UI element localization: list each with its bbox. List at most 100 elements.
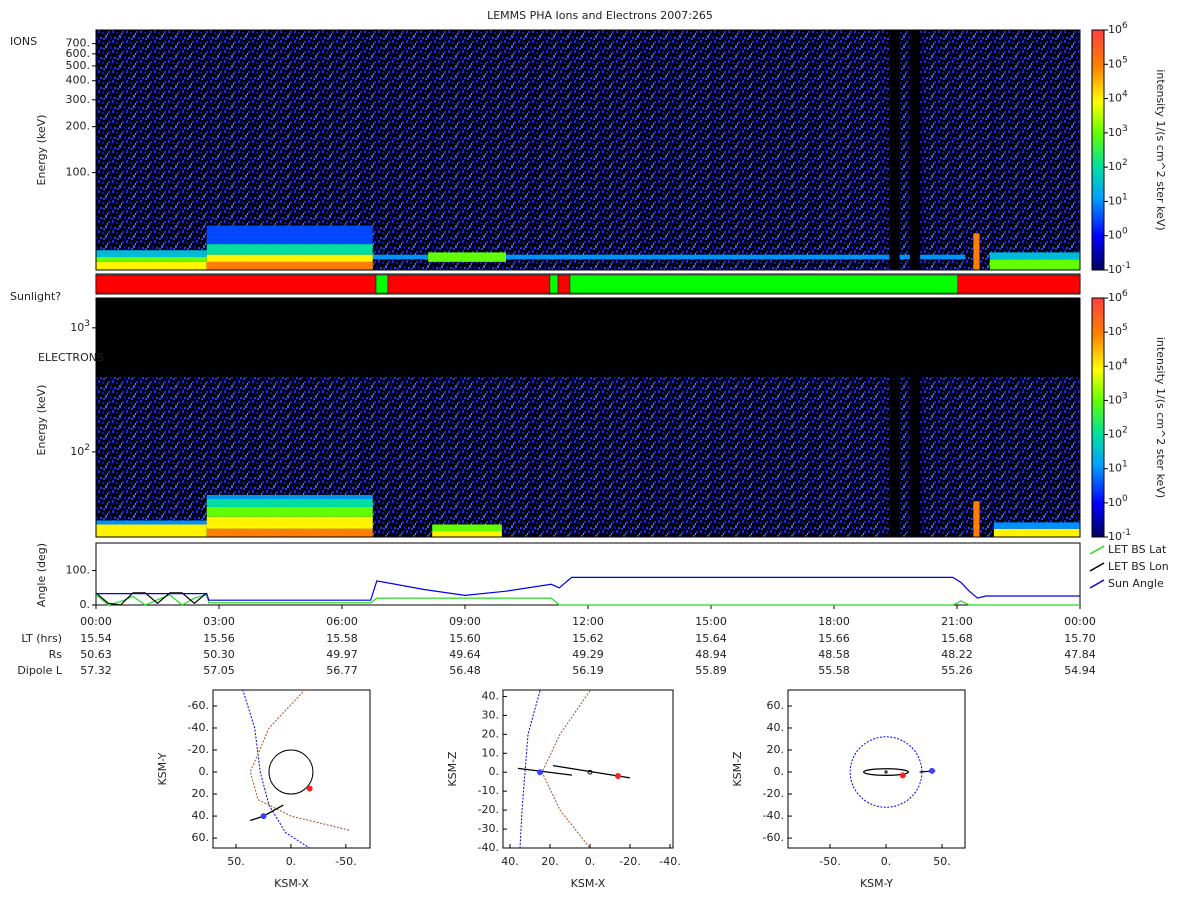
colorbar-tick-label-exp: -1	[1122, 261, 1131, 271]
colorbar-tick-label-base: 10	[1108, 263, 1122, 276]
y-tick-label: -60.	[188, 699, 209, 712]
colorbar-tick-label-base: 10	[1108, 126, 1122, 139]
colorbar-tick-label: 101	[1108, 459, 1128, 475]
colorbar-tick-label-base: 10	[1108, 325, 1122, 338]
panel-label: IONS	[10, 35, 37, 48]
ephemeris-value: 49.29	[572, 648, 604, 661]
y-axis-label: Energy (keV)	[35, 115, 48, 186]
orbit-frame	[502, 689, 674, 849]
y-tick-label: -30.	[478, 822, 499, 835]
x-tick-label: -40.	[659, 855, 680, 868]
colorbar-label: intensity 1/(s cm^2 ster keV)	[1154, 69, 1167, 230]
x-tick-label: 0.	[881, 855, 892, 868]
intensity-band	[372, 254, 966, 260]
colorbar-tick-label: 10-1	[1108, 261, 1131, 277]
frame	[95, 29, 1081, 271]
y-tick-label: 20.	[482, 727, 500, 740]
position-marker	[537, 769, 543, 776]
ephemeris-name: Rs	[49, 648, 63, 661]
orbit-curve	[517, 767, 573, 776]
colorbar-tick-label-exp: 6	[1122, 21, 1128, 31]
x-tick-label: 50.	[933, 855, 951, 868]
intensity-band	[206, 498, 373, 507]
orbit-frame	[212, 689, 371, 849]
intensity-band	[206, 528, 373, 537]
y-tick-label: 20.	[192, 787, 210, 800]
colorbar-tick-label-base: 10	[1108, 194, 1122, 207]
intensity-band	[206, 254, 373, 262]
intensity-band	[973, 233, 980, 270]
y-axis-label: KSM-Y	[156, 752, 169, 785]
intensity-band	[993, 528, 1080, 537]
intensity-band	[432, 524, 502, 532]
x-tick-label: -20.	[619, 855, 640, 868]
status-segment	[375, 274, 389, 294]
y-tick-label: -40.	[763, 809, 784, 822]
y-tick-label: 60.	[192, 831, 210, 844]
legend-swatch	[1089, 579, 1105, 589]
x-tick-label: -50.	[819, 855, 840, 868]
y-tick-label: 0.	[80, 598, 91, 611]
y-tick-label: -60.	[763, 831, 784, 844]
colorbar-tick-label-exp: 0	[1122, 493, 1128, 503]
ephemeris-value: 57.32	[80, 664, 112, 677]
x-tick-label: 06:00	[326, 615, 358, 628]
intensity-band	[206, 516, 373, 529]
ephemeris-value: 15.56	[203, 632, 235, 645]
colorbar-tick-label-base: 10	[1108, 57, 1122, 70]
data-gap	[889, 30, 900, 270]
series-line	[95, 592, 208, 606]
orbit-curve	[249, 689, 351, 831]
orbit-circle	[884, 770, 888, 774]
intensity-band	[96, 524, 207, 537]
ephemeris-value: 15.64	[695, 632, 727, 645]
ephemeris-value: 56.77	[326, 664, 358, 677]
y-tick-label: -40.	[478, 841, 499, 854]
y-tick-label: -40.	[188, 721, 209, 734]
x-tick-label: 15:00	[695, 615, 727, 628]
colorbar-tick-label-exp: 5	[1122, 323, 1128, 333]
intensity-band	[973, 501, 980, 537]
ephemeris-value: 15.54	[80, 632, 112, 645]
ring	[862, 768, 910, 776]
intensity-band	[96, 256, 207, 262]
x-axis-label: KSM-X	[571, 877, 606, 890]
y-axis-label: KSM-Z	[731, 751, 744, 787]
x-tick-label: 0.	[585, 855, 596, 868]
colorbar-tick-label-base: 10	[1108, 428, 1122, 441]
colorbar-tick-label-base: 10	[1108, 359, 1122, 372]
panel-label: ELECTRONS	[38, 351, 104, 364]
x-tick-label: 18:00	[818, 615, 850, 628]
y-tick-label: 100.	[66, 166, 91, 179]
data-gap	[909, 298, 921, 537]
ephemeris-value: 15.58	[326, 632, 358, 645]
y-tick-label: 300.	[66, 93, 91, 106]
colorbar-tick-label: 102	[1108, 158, 1128, 174]
intensity-band	[432, 531, 502, 537]
status-segment	[387, 274, 551, 294]
y-tick-label-exp: 2	[84, 442, 90, 452]
y-axis-label: Angle (deg)	[35, 543, 48, 607]
plot-area	[95, 542, 1081, 606]
intensity-band	[428, 252, 506, 262]
legend-label: LET BS Lon	[1108, 560, 1169, 573]
x-tick-label: 00:00	[80, 615, 112, 628]
y-tick-label: 0.	[199, 765, 210, 778]
x-axis-label: KSM-Y	[860, 877, 893, 890]
colorbar-tick-label-exp: 6	[1122, 289, 1128, 299]
x-tick-label: 40.	[501, 855, 519, 868]
colorbar-tick-label: 106	[1108, 289, 1128, 305]
data-gap	[909, 30, 921, 270]
orbit-circle	[849, 736, 923, 808]
ephemeris-value: 48.94	[695, 648, 727, 661]
ephemeris-value: 57.05	[203, 664, 235, 677]
position-marker	[899, 772, 906, 779]
ephemeris-value: 15.62	[572, 632, 604, 645]
y-tick-label: 60.	[767, 699, 785, 712]
ephemeris-value: 55.89	[695, 664, 727, 677]
x-tick-label: 21:00	[941, 615, 973, 628]
position-marker	[615, 773, 621, 780]
colorbar-tick-label: 103	[1108, 391, 1128, 407]
position-marker	[928, 767, 935, 774]
